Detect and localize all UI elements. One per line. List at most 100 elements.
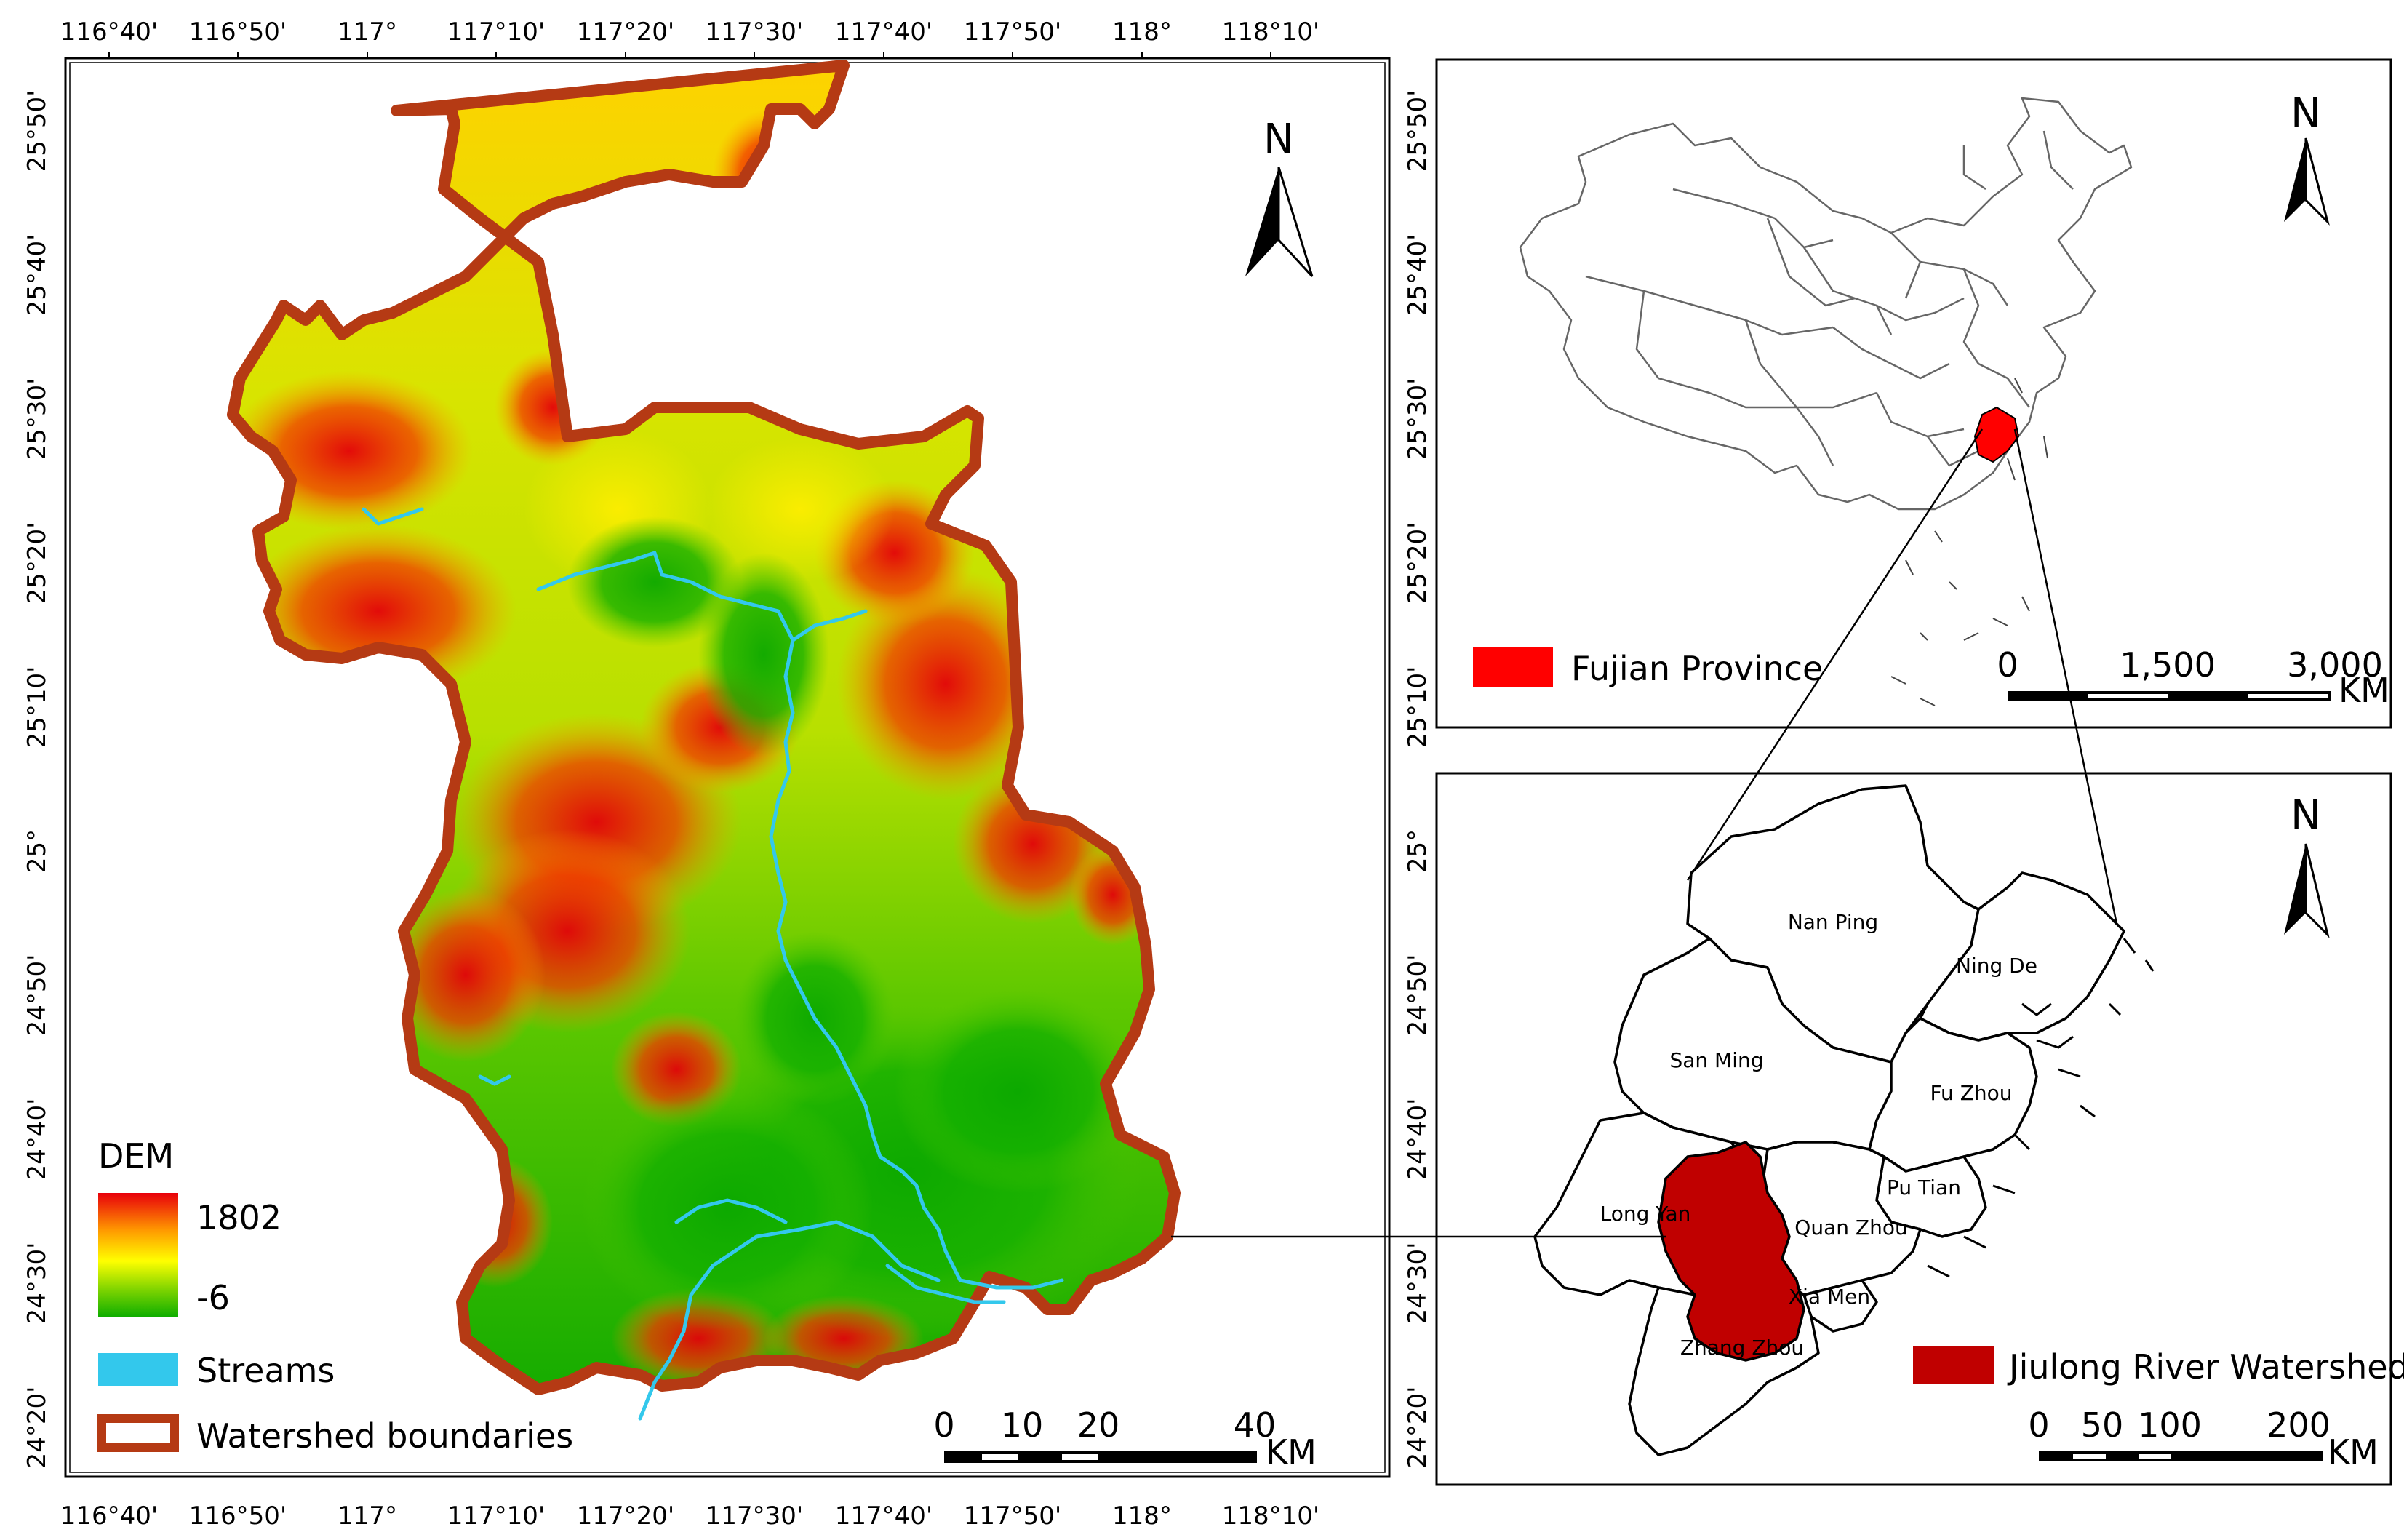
bottom-tick-labels: 116°40' 116°50' 117° 117°10' 117°20' 117… xyxy=(60,1501,1320,1531)
right-tick-label: 25° xyxy=(1403,829,1432,873)
top-tick-label: 117° xyxy=(338,17,397,47)
fujian-city-labels: Nan Ping Ning De San Ming Fu Zhou Pu Tia… xyxy=(1600,910,2037,1360)
fujian-north-label: N xyxy=(2291,792,2321,839)
west-stream xyxy=(638,1220,941,1421)
fujian-north-arrow-icon: N xyxy=(2284,792,2330,938)
china-north-label: N xyxy=(2291,90,2321,137)
bottom-tick-label: 117°20' xyxy=(577,1501,675,1531)
right-tick-label: 24°50' xyxy=(1403,954,1432,1037)
fujian-prefectures xyxy=(1533,784,2125,1456)
city-label-long-yan: Long Yan xyxy=(1600,1202,1691,1226)
bottom-tick-label: 117°30' xyxy=(706,1501,804,1531)
right-tick-label: 25°50' xyxy=(1403,90,1432,172)
left-tick-label: 24°40' xyxy=(23,1098,52,1181)
left-tick-label: 24°50' xyxy=(23,954,52,1037)
top-tick-label: 116°40' xyxy=(60,17,159,47)
bottom-tick-label: 117°40' xyxy=(835,1501,933,1531)
bottom-tick-label: 117°10' xyxy=(447,1501,546,1531)
city-label-fu-zhou: Fu Zhou xyxy=(1930,1081,2012,1105)
bottom-tick-label: 117° xyxy=(338,1501,397,1531)
ning-de-prefecture xyxy=(1919,871,2125,1042)
left-tick-label: 25°40' xyxy=(23,234,52,316)
fujian-scale-label: 100 xyxy=(2138,1405,2202,1445)
bottom-tick-label: 117°50' xyxy=(964,1501,1062,1531)
city-label-xia-men: Xia Men xyxy=(1789,1285,1870,1309)
main-stream xyxy=(536,551,1064,1290)
left-tick-label: 25°20' xyxy=(23,522,52,605)
left-tick-label: 25°10' xyxy=(23,666,52,749)
fujian-legend-swatch xyxy=(1473,647,1553,687)
city-label-nan-ping: Nan Ping xyxy=(1788,910,1878,934)
main-legend: DEM 1802 -6 Streams Watershed boundaries xyxy=(97,1136,573,1456)
top-tick-label: 116°50' xyxy=(189,17,287,47)
top-tick-label: 117°20' xyxy=(577,17,675,47)
left-tick-labels: 25°50' 25°40' 25°30' 25°20' 25°10' 25° 2… xyxy=(23,90,52,1469)
right-tick-label: 25°40' xyxy=(1403,234,1432,316)
china-scale-label: 3,000 xyxy=(2287,645,2383,685)
right-tick-label: 24°20' xyxy=(1403,1387,1432,1469)
jiulong-watershed-highlight xyxy=(1657,1140,1805,1362)
dem-color-ramp xyxy=(98,1193,178,1317)
south-china-sea-islands xyxy=(1890,378,2048,706)
city-label-san-ming: San Ming xyxy=(1669,1048,1763,1072)
tributary-3 xyxy=(791,609,868,642)
fujian-province-highlight xyxy=(1973,406,2020,463)
left-tick-label: 25°50' xyxy=(23,90,52,172)
xia-men-prefecture xyxy=(1802,1279,1878,1333)
legend-dem-min: -6 xyxy=(196,1278,230,1317)
city-label-zhang-zhou: Zhang Zhou xyxy=(1680,1336,1804,1360)
right-tick-label: 25°20' xyxy=(1403,522,1432,605)
top-tick-label: 117°30' xyxy=(706,17,804,47)
china-inset-frame xyxy=(1435,58,2392,729)
china-inset-panel: N Fujian Province 0 1,500 3,000 KM xyxy=(1435,58,2392,729)
city-label-quan-zhou: Quan Zhou xyxy=(1794,1216,1907,1240)
scale-label: 0 xyxy=(933,1405,954,1445)
top-tick-label: 117°10' xyxy=(447,17,546,47)
right-tick-label: 25°10' xyxy=(1403,666,1432,749)
top-tick-label: 117°50' xyxy=(964,17,1062,47)
bottom-tick-label: 118° xyxy=(1112,1501,1172,1531)
legend-boundary-swatch xyxy=(97,1414,179,1452)
main-map-inner-frame xyxy=(69,62,1386,1473)
china-scale-unit: KM xyxy=(2339,671,2389,710)
right-tick-labels: 25°50' 25°40' 25°30' 25°20' 25°10' 25° 2… xyxy=(1403,90,1432,1469)
scale-label: 10 xyxy=(1001,1405,1044,1445)
legend-streams-label: Streams xyxy=(196,1351,335,1390)
bottom-tick-label: 116°50' xyxy=(189,1501,287,1531)
fujian-scale-bar: 0 50 100 200 KM xyxy=(2028,1405,2379,1472)
right-tick-label: 24°30' xyxy=(1403,1242,1432,1325)
main-north-arrow-icon: N xyxy=(1245,116,1314,278)
legend-dem-max: 1802 xyxy=(196,1198,281,1237)
city-label-pu-tian: Pu Tian xyxy=(1887,1176,1961,1200)
legend-boundary-label: Watershed boundaries xyxy=(196,1416,573,1456)
bottom-tick-label: 116°40' xyxy=(60,1501,159,1531)
top-tick-label: 118°10' xyxy=(1222,17,1320,47)
main-scale-bar: 0 10 20 40 KM xyxy=(933,1405,1317,1472)
legend-dem-title: DEM xyxy=(98,1136,174,1176)
tributary-2 xyxy=(362,507,424,526)
north-label: N xyxy=(1263,116,1294,163)
fujian-scale-label: 200 xyxy=(2267,1405,2331,1445)
bottom-tick-label: 118°10' xyxy=(1222,1501,1320,1531)
top-tick-marks xyxy=(108,52,1271,58)
fujian-coastal-islands xyxy=(1927,938,2155,1278)
china-scale-bar: 0 1,500 3,000 KM xyxy=(1997,645,2389,710)
city-label-ning-de: Ning De xyxy=(1956,954,2037,978)
china-outline xyxy=(1519,97,2133,511)
china-scale-label: 0 xyxy=(1997,645,2018,685)
top-tick-labels: 116°40' 116°50' 117° 117°10' 117°20' 117… xyxy=(60,17,1320,47)
left-tick-label: 25°30' xyxy=(23,378,52,460)
legend-streams-swatch xyxy=(98,1353,178,1386)
main-map-panel: 116°40' 116°50' 117° 117°10' 117°20' 117… xyxy=(23,17,1432,1531)
left-tick-label: 24°30' xyxy=(23,1242,52,1325)
jiulong-legend-label: Jiulong River Watershed xyxy=(2007,1347,2404,1387)
china-scale-label: 1,500 xyxy=(2120,645,2216,685)
left-tick-label: 25° xyxy=(23,829,52,873)
top-tick-label: 117°40' xyxy=(835,17,933,47)
fujian-scale-label: 50 xyxy=(2081,1405,2124,1445)
watershed-boundary xyxy=(227,60,1181,1395)
jiulong-legend-swatch xyxy=(1913,1346,1994,1384)
fujian-legend: Jiulong River Watershed xyxy=(1913,1346,2404,1387)
china-north-arrow-icon: N xyxy=(2284,90,2330,226)
